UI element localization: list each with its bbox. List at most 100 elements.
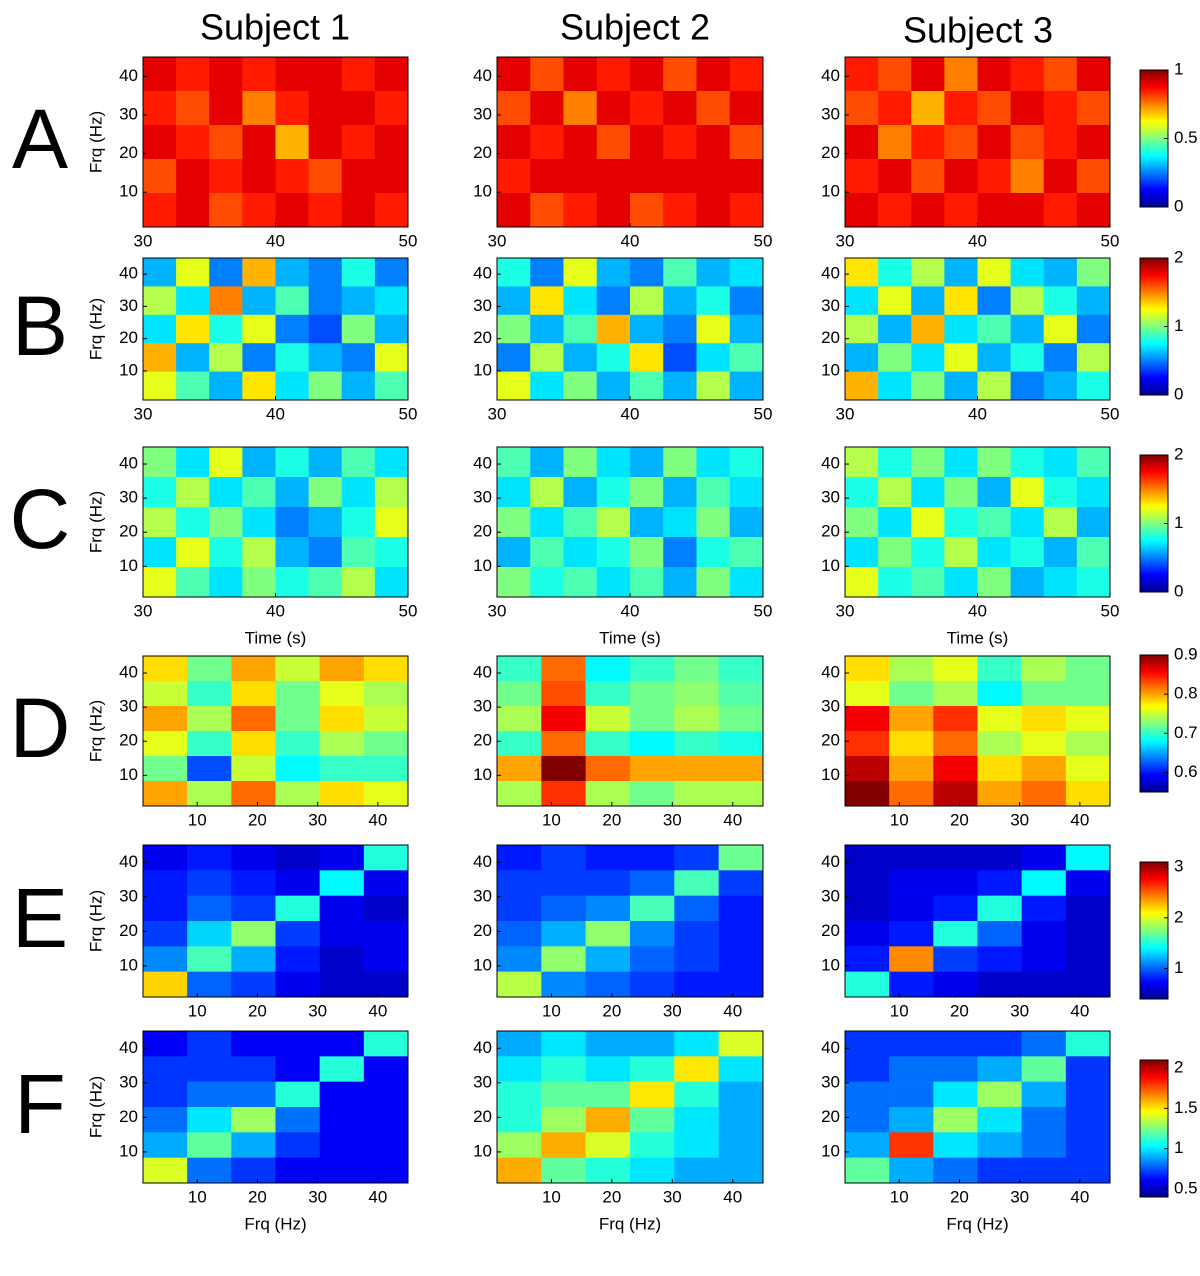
- y-tick-label: 20: [473, 921, 492, 940]
- heatmap-cell: [541, 681, 586, 707]
- x-tick-label: 10: [542, 1187, 561, 1206]
- heatmap-cell: [845, 946, 890, 972]
- heatmap-cell: [729, 314, 764, 344]
- heatmap-cell: [845, 895, 890, 922]
- heatmap-cell: [497, 870, 542, 896]
- heatmap-cell: [630, 706, 675, 732]
- heatmap-cell: [663, 125, 697, 160]
- heatmap-cell: [275, 159, 309, 194]
- heatmap-cell: [341, 193, 376, 228]
- heatmap-cell: [630, 57, 664, 92]
- x-tick-label: 20: [248, 810, 267, 829]
- heatmap-cell: [944, 371, 978, 401]
- heatmap-cell: [319, 845, 365, 871]
- x-tick-label: 20: [248, 1001, 267, 1020]
- heatmap-cell: [718, 1081, 764, 1108]
- row-letter: A: [12, 92, 68, 186]
- heatmap-cell: [1021, 1157, 1067, 1184]
- heatmap-cell: [497, 447, 531, 478]
- heatmap-cell: [319, 971, 365, 998]
- heatmap-cell: [209, 286, 243, 316]
- heatmap-cell: [275, 258, 309, 287]
- heatmap-cell: [275, 1107, 320, 1133]
- heatmap-cell: [944, 91, 978, 126]
- heatmap-cell: [176, 477, 210, 508]
- heatmap-cell: [630, 731, 675, 757]
- heatmap-cell: [1021, 656, 1067, 682]
- heatmap-cell: [363, 845, 409, 871]
- panel-frame: [496, 655, 764, 807]
- x-tick-label: 40: [968, 601, 987, 620]
- heatmap-cell: [845, 91, 879, 126]
- heatmap-cell: [275, 125, 309, 160]
- panel-frame: [496, 844, 764, 998]
- heatmap-cell: [674, 921, 719, 947]
- x-tick-label: 40: [266, 231, 285, 250]
- heatmap-cell: [845, 1132, 890, 1158]
- x-tick-label: 50: [754, 601, 773, 620]
- heatmap-cell: [242, 57, 276, 92]
- heatmap-cell: [729, 258, 764, 287]
- heatmap-cell: [541, 895, 586, 922]
- heatmap-cell: [541, 1107, 586, 1133]
- heatmap-cell: [1065, 1081, 1111, 1108]
- heatmap-cell: [143, 447, 177, 478]
- heatmap-cell: [977, 91, 1011, 126]
- heatmap-cell: [630, 258, 664, 287]
- heatmap-cell: [187, 731, 232, 757]
- heatmap-cell: [889, 845, 934, 871]
- heatmap-cell: [143, 125, 177, 160]
- heatmap-cell: [1076, 447, 1111, 478]
- heatmap-cell: [275, 681, 320, 707]
- heatmap-cell: [933, 706, 978, 732]
- heatmap-cell: [663, 507, 697, 538]
- heatmap-cell: [275, 91, 309, 126]
- heatmap-cell: [878, 314, 912, 344]
- heatmap-cell: [1021, 1107, 1067, 1133]
- heatmap-cell: [630, 447, 664, 478]
- heatmap-cell: [308, 477, 343, 508]
- heatmap-cell: [275, 946, 320, 972]
- heatmap-cell: [497, 343, 531, 372]
- heatmap-cell: [630, 895, 675, 922]
- heatmap-cell: [630, 681, 675, 707]
- heatmap-cell: [176, 159, 210, 194]
- heatmap-cell: [845, 781, 890, 807]
- heatmap-cell: [889, 1056, 934, 1082]
- heatmap-cell: [933, 921, 978, 947]
- heatmap-cell: [630, 1132, 675, 1158]
- heatmap-cell: [718, 781, 764, 807]
- heatmap-cell: [209, 125, 243, 160]
- heatmap-cell: [596, 125, 631, 160]
- heatmap-cell: [231, 1132, 276, 1158]
- heatmap-cell: [231, 731, 276, 757]
- heatmap-cell: [319, 895, 365, 922]
- heatmap-cell: [319, 1081, 365, 1108]
- heatmap-cell: [977, 946, 1022, 972]
- heatmap-cell: [497, 1157, 542, 1184]
- y-axis-label: Frq (Hz): [86, 700, 105, 762]
- heatmap-cell: [563, 343, 598, 372]
- heatmap-cell: [143, 507, 177, 538]
- heatmap-cell: [1043, 91, 1078, 126]
- heatmap-cell: [497, 656, 542, 682]
- y-tick-label: 40: [821, 454, 840, 473]
- heatmap-cell: [497, 1132, 542, 1158]
- heatmap-cell: [585, 731, 631, 757]
- heatmap-cell: [696, 477, 731, 508]
- heatmap-cell: [878, 507, 912, 538]
- heatmap-cell: [933, 756, 978, 782]
- heatmap-cell: [143, 845, 188, 871]
- heatmap-cell: [541, 656, 586, 682]
- heatmap-cell: [944, 477, 978, 508]
- heatmap-cell: [1010, 57, 1045, 92]
- heatmap-cell: [977, 477, 1011, 508]
- y-tick-label: 30: [119, 697, 138, 716]
- heatmap-cell: [209, 343, 243, 372]
- colorbar-tick-label: 3: [1174, 857, 1183, 876]
- heatmap-cell: [530, 447, 564, 478]
- heatmap-cell: [729, 477, 764, 508]
- heatmap-cell: [176, 286, 210, 316]
- heatmap-cell: [889, 681, 934, 707]
- heatmap-cell: [1076, 91, 1111, 126]
